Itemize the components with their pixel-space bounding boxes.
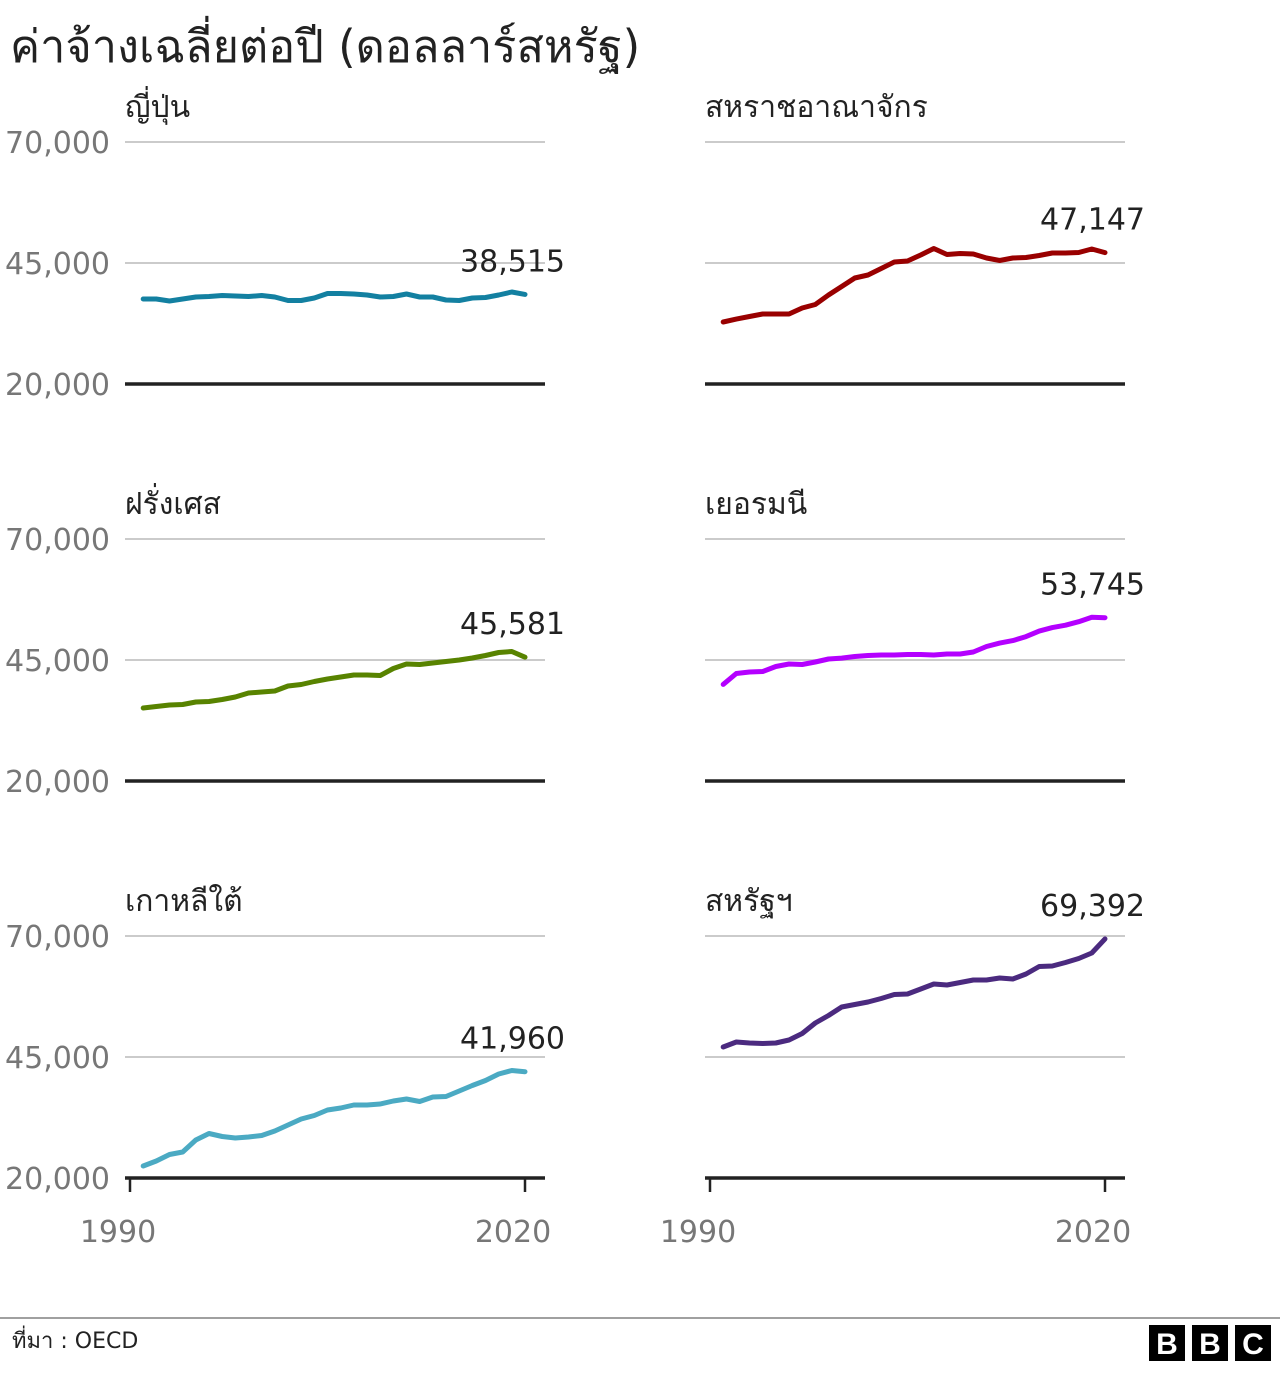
end-value-label-germany: 53,745: [1040, 568, 1145, 603]
panel-usa: สหรัฐฯ 1990 2020 69,392: [660, 884, 1145, 1250]
series-line-germany: [720, 614, 1108, 687]
x-tick-label-2020-usa: 2020: [1055, 1215, 1131, 1250]
series-line-japan: [140, 289, 528, 304]
y-tick-label-20000-south-korea: 20,000: [5, 1162, 110, 1197]
y-tick-label-45000-france: 45,000: [5, 644, 110, 679]
bbc-logo-box: [1149, 1325, 1185, 1361]
panel-title-usa: สหรัฐฯ: [705, 884, 793, 919]
panel-france: ฝรั่งเศส 70,000 45,000 20,000 45,581: [5, 483, 565, 800]
end-value-label-japan: 38,515: [460, 244, 565, 279]
series-line-uk: [720, 246, 1108, 325]
footer: ที่มา : OECD B B C: [0, 1317, 1280, 1361]
panel-south-korea: เกาหลีใต้ 70,000 45,000 20,000 1990 2020 41,96…: [5, 884, 565, 1250]
y-tick-label-70000-south-korea: 70,000: [5, 920, 110, 955]
small-multiples-panels: ญี่ปุ่น 70,000 45,000 20,000 38,515 สหราชอาณา…: [5, 86, 1145, 1250]
panel-title-south-korea: เกาหลีใต้: [125, 884, 243, 919]
series-line-france: [140, 649, 528, 711]
x-tick-label-1990-south-korea: 1990: [80, 1215, 156, 1250]
x-tick-label-2020-south-korea: 2020: [475, 1215, 551, 1250]
y-tick-label-70000-france: 70,000: [5, 523, 110, 558]
panel-title-uk: สหราชอาณาจักร: [705, 90, 928, 125]
panel-title-germany: เยอรมนี: [705, 487, 807, 522]
end-value-label-south-korea: 41,960: [460, 1022, 565, 1057]
panel-title-japan: ญี่ปุ่น: [125, 86, 190, 126]
panel-title-france: ฝรั่งเศส: [125, 483, 221, 522]
y-tick-label-20000-france: 20,000: [5, 765, 110, 800]
end-value-label-uk: 47,147: [1040, 203, 1145, 238]
series-line-usa: [720, 936, 1108, 1050]
bbc-logo-box: [1192, 1325, 1228, 1361]
x-tick-label-1990-usa: 1990: [660, 1215, 736, 1250]
chart-title: ค่าจ้างเฉลี่ยต่อปี (ดอลลาร์สหรัฐ): [10, 15, 640, 74]
series-line-south-korea: [140, 1068, 528, 1169]
bbc-logo: B B C: [1149, 1325, 1271, 1361]
y-tick-label-20000-japan: 20,000: [5, 368, 110, 403]
panel-germany: เยอรมนี 53,745: [705, 487, 1145, 783]
y-tick-label-45000-japan: 45,000: [5, 247, 110, 282]
bbc-logo-box: [1235, 1325, 1271, 1361]
end-value-label-usa: 69,392: [1040, 889, 1145, 924]
y-tick-label-70000-japan: 70,000: [5, 126, 110, 161]
panel-japan: ญี่ปุ่น 70,000 45,000 20,000 38,515: [5, 86, 565, 403]
panel-uk: สหราชอาณาจักร 47,147: [705, 90, 1145, 386]
end-value-label-france: 45,581: [460, 607, 565, 642]
bbc-logo-letter: C: [1242, 1328, 1264, 1361]
source-text: ที่มา : OECD: [12, 1325, 138, 1354]
bbc-logo-letter: B: [1199, 1328, 1221, 1361]
y-tick-label-45000-south-korea: 45,000: [5, 1041, 110, 1076]
bbc-logo-letter: B: [1156, 1328, 1178, 1361]
